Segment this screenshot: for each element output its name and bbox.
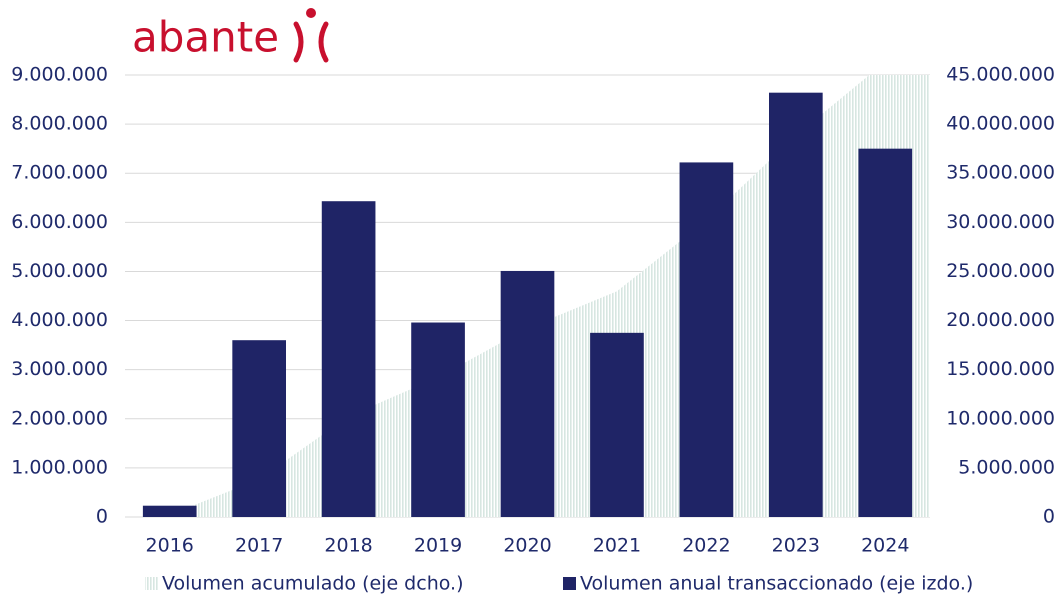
y-tick-label: 1.000.000 xyxy=(11,456,108,478)
y2-tick-label: 40.000.000 xyxy=(946,113,1055,135)
y2-tick-label: 20.000.000 xyxy=(946,309,1055,331)
y-tick-label: 0 xyxy=(96,506,108,528)
bar xyxy=(411,322,465,517)
y-tick-label: 7.000.000 xyxy=(11,162,108,184)
x-tick-label: 2020 xyxy=(503,535,551,557)
y-tick-label: 3.000.000 xyxy=(11,358,108,380)
area xyxy=(169,75,930,517)
bar xyxy=(232,340,286,517)
y2-tick-label: 25.000.000 xyxy=(946,260,1055,282)
y2-tick-label: 35.000.000 xyxy=(946,162,1055,184)
y-tick-label: 4.000.000 xyxy=(11,309,108,331)
logo: abante xyxy=(132,13,279,62)
bar xyxy=(858,148,913,517)
legend-swatch xyxy=(145,577,158,590)
x-tick-label: 2021 xyxy=(593,535,641,557)
y2-tick-label: 0 xyxy=(1043,506,1055,528)
y-tick-label: 6.000.000 xyxy=(11,211,108,233)
x-tick-label: 2016 xyxy=(146,535,194,557)
y-tick-label: 5.000.000 xyxy=(11,260,108,282)
x-tick-label: 2018 xyxy=(324,535,372,557)
bar xyxy=(321,201,376,517)
y2-tick-label: 5.000.000 xyxy=(958,456,1055,478)
legend-label: Volumen acumulado (eje dcho.) xyxy=(162,573,463,595)
y2-tick-label: 10.000.000 xyxy=(946,407,1055,429)
x-tick-label: 2023 xyxy=(772,535,820,557)
bar xyxy=(590,332,644,517)
legend-label: Volumen anual transaccionado (eje izdo.) xyxy=(580,573,973,595)
x-tick-label: 2019 xyxy=(414,535,462,557)
logo-mark xyxy=(293,8,329,63)
x-tick-label: 2024 xyxy=(861,535,909,557)
y2-tick-label: 45.000.000 xyxy=(946,64,1055,86)
y2-tick-label: 15.000.000 xyxy=(946,358,1055,380)
y-tick-label: 9.000.000 xyxy=(11,64,108,86)
plot-area xyxy=(142,75,930,518)
y2-tick-label: 30.000.000 xyxy=(946,211,1055,233)
bar xyxy=(769,92,823,518)
bar xyxy=(679,162,734,517)
bar xyxy=(142,505,197,517)
bar xyxy=(500,270,555,517)
y-tick-label: 2.000.000 xyxy=(11,407,108,429)
y-tick-label: 8.000.000 xyxy=(11,113,108,135)
x-tick-label: 2017 xyxy=(235,535,283,557)
legend-swatch xyxy=(563,577,576,590)
x-tick-label: 2022 xyxy=(682,535,730,557)
